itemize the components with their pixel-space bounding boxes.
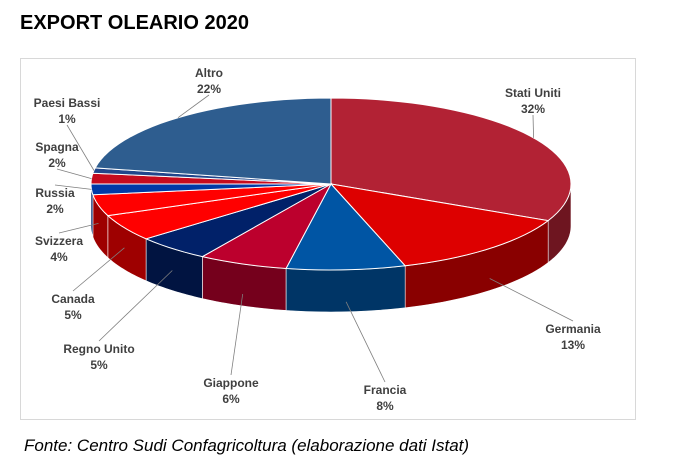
leader-line <box>56 168 92 179</box>
slice-value-label: 2% <box>48 156 66 170</box>
slice-label: Stati Uniti <box>505 86 561 100</box>
slice-value-label: 2% <box>46 202 64 216</box>
slice-label: Altro <box>195 66 223 80</box>
slice-value-label: 8% <box>376 399 394 413</box>
pie-labels: Stati Uniti 32% Germania 13% Francia 8% Giappo… <box>34 66 601 413</box>
pie-slice-giappone <box>201 182 333 270</box>
pie-sides <box>90 183 572 313</box>
slice-value-label: 1% <box>58 112 76 126</box>
pie-slice-svizzera <box>92 183 332 217</box>
slice-label: Spagna <box>35 140 79 154</box>
leader-line <box>230 293 244 376</box>
pie-slice-canada <box>106 183 332 240</box>
slice-label: Canada <box>51 292 95 306</box>
slice-value-label: 32% <box>521 102 545 116</box>
slice-label: Francia <box>364 383 407 397</box>
leader-line <box>54 184 92 190</box>
pie-slice-altro <box>94 97 332 185</box>
leader-line <box>177 94 210 119</box>
leader-line <box>489 278 574 322</box>
slice-label: Germania <box>545 322 601 336</box>
pie-slice-stati-uniti <box>330 97 572 222</box>
pie-chart: Stati Uniti 32% Germania 13% Francia 8% Giappo… <box>34 66 601 413</box>
pie-top <box>90 97 572 271</box>
slice-label: Russia <box>35 186 75 200</box>
pie-slice-francia <box>285 183 407 271</box>
slice-label: Giappone <box>203 376 259 390</box>
pie-side-francia <box>285 265 406 313</box>
slice-value-label: 5% <box>90 358 108 372</box>
slice-value-label: 6% <box>222 392 240 406</box>
chart-frame: Stati Uniti 32% Germania 13% Francia 8% Giappo… <box>20 58 636 420</box>
pie-slice-regno-unito <box>144 183 332 258</box>
leader-line <box>58 223 99 234</box>
leader-line <box>98 270 173 342</box>
chart-title: EXPORT OLEARIO 2020 <box>20 12 249 34</box>
slice-value-label: 4% <box>50 250 68 264</box>
slice-label: Regno Unito <box>63 342 134 356</box>
slice-value-label: 5% <box>64 308 82 322</box>
leader-line <box>345 301 386 383</box>
leader-line <box>66 124 95 171</box>
leader-line <box>532 114 534 138</box>
source-note: Fonte: Centro Sudi Confagricoltura (elab… <box>24 436 470 455</box>
slice-value-label: 22% <box>197 82 221 96</box>
pie-slice-germania <box>329 183 550 267</box>
leader-line <box>72 247 125 292</box>
slice-value-label: 13% <box>561 338 585 352</box>
slice-label: Svizzera <box>35 234 83 248</box>
slice-label: Paesi Bassi <box>34 96 101 110</box>
